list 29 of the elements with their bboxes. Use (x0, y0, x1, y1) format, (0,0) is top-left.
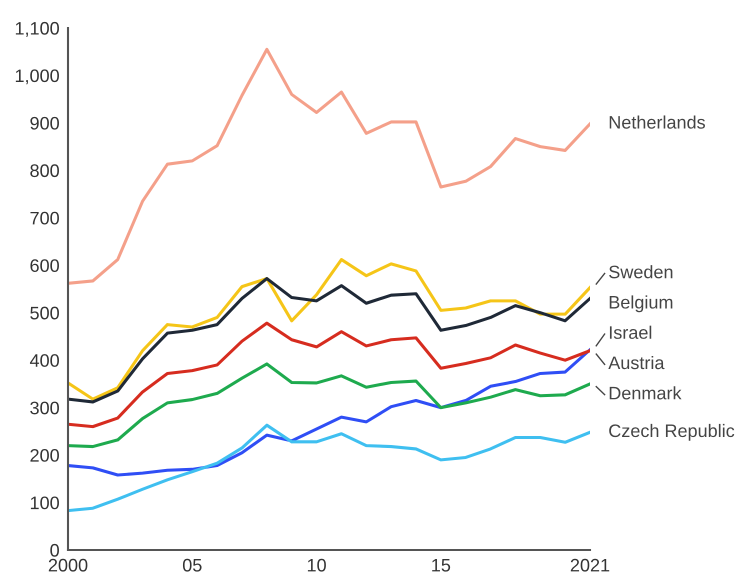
series-label: Czech Republic (609, 424, 734, 441)
line-series (68, 322, 590, 428)
line-series (68, 348, 590, 477)
y-tick-label: 100 (30, 496, 59, 510)
x-tick-label: 10 (308, 558, 326, 572)
line-series (68, 424, 590, 512)
y-tick-label: 300 (30, 402, 59, 414)
x-tick-label: 2000 (48, 558, 88, 572)
y-tick-label: 900 (30, 116, 59, 130)
y-tick-label: 1,100 (16, 22, 59, 37)
series-label: Austria (608, 356, 664, 370)
series-label: Israel (610, 326, 652, 339)
series-label: Netherlands (610, 115, 705, 129)
y-tick-label: 1,000 (16, 69, 59, 84)
series-label: Denmark (610, 386, 682, 400)
y-tick-label: 0 (50, 544, 59, 557)
y-tick-label: 200 (30, 449, 59, 462)
x-tick-label: 2021 (570, 558, 610, 572)
line-series (68, 362, 590, 448)
series-label: Belgium (610, 295, 672, 312)
y-tick-label: 400 (30, 354, 59, 367)
y-tick-label: 500 (30, 306, 59, 320)
y-tick-label: 600 (30, 259, 59, 272)
series-label: Sweden (609, 265, 672, 278)
line-series (68, 48, 590, 285)
y-tick-label: 800 (30, 164, 59, 178)
x-tick-label: 15 (432, 558, 450, 572)
y-tick-label: 700 (30, 212, 59, 225)
x-tick-label: 05 (182, 558, 202, 572)
